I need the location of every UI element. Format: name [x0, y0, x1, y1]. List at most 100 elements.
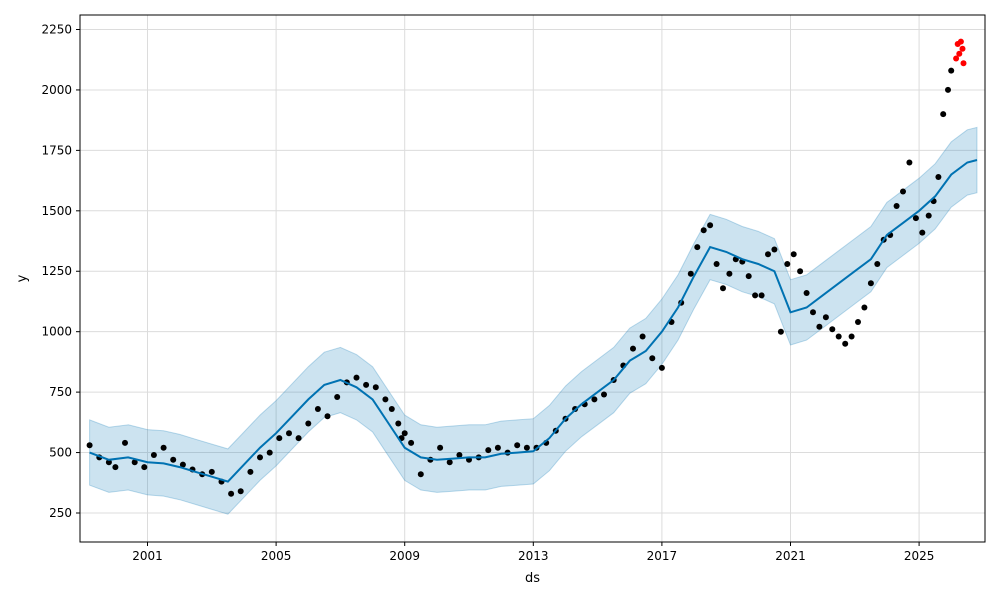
observed-point — [314, 406, 321, 412]
observed-point — [906, 159, 913, 166]
observed-point — [867, 280, 874, 287]
observed-point — [446, 459, 453, 466]
observed-point — [810, 309, 816, 316]
observed-point — [848, 333, 855, 340]
observed-point — [408, 439, 415, 446]
observed-point — [372, 384, 379, 391]
test-point — [960, 60, 967, 67]
observed-point — [417, 471, 424, 478]
observed-point — [777, 328, 784, 335]
x-tick-label: 2005 — [261, 549, 292, 563]
observed-point — [771, 246, 778, 253]
y-tick-label: 2000 — [41, 83, 72, 97]
observed-point — [658, 364, 665, 371]
observed-point — [401, 430, 408, 437]
x-tick-label: 2009 — [389, 549, 420, 563]
observed-point — [305, 420, 312, 427]
observed-point — [861, 304, 868, 311]
observed-point — [855, 319, 861, 325]
observed-point — [382, 396, 389, 403]
observed-point — [247, 468, 254, 475]
observed-point — [687, 270, 694, 277]
y-tick-label: 1500 — [41, 204, 72, 218]
observed-point — [179, 461, 186, 468]
observed-point — [208, 468, 215, 475]
observed-point — [266, 449, 273, 456]
observed-point — [324, 413, 331, 420]
x-tick-label: 2001 — [132, 549, 163, 563]
observed-point — [437, 444, 444, 451]
observed-point — [745, 273, 752, 280]
observed-point — [726, 270, 733, 277]
observed-point — [237, 488, 244, 495]
y-axis-label: y — [15, 274, 30, 282]
y-tick-label: 1000 — [41, 325, 72, 339]
y-tick-label: 500 — [49, 446, 72, 460]
observed-point — [105, 459, 112, 466]
observed-point — [112, 464, 119, 471]
test-points — [953, 38, 967, 67]
observed-point — [758, 292, 765, 299]
x-axis: 2001 2005 2009 2013 2017 2021 2025 — [132, 542, 934, 563]
test-point — [953, 55, 960, 62]
observed-point — [141, 464, 148, 471]
x-tick-label: 2021 — [775, 549, 806, 563]
plot-area — [79, 14, 986, 543]
observed-point — [790, 251, 797, 258]
y-tick-label: 2250 — [41, 23, 72, 37]
observed-point — [353, 374, 360, 381]
observed-point — [874, 261, 881, 267]
observed-point — [334, 394, 341, 400]
observed-point — [700, 227, 707, 234]
test-point — [957, 38, 964, 45]
observed-point — [122, 439, 128, 446]
observed-point — [639, 333, 646, 340]
observed-point — [919, 229, 926, 236]
y-tick-label: 1750 — [41, 143, 72, 157]
observed-point — [925, 212, 932, 219]
observed-point — [630, 345, 636, 352]
observed-point — [945, 86, 951, 93]
y-tick-label: 750 — [49, 385, 72, 399]
x-tick-label: 2017 — [647, 549, 678, 563]
observed-point — [649, 355, 656, 362]
forecast-line — [89, 159, 978, 483]
observed-point — [131, 459, 138, 466]
grid-lines — [80, 15, 985, 542]
x-axis-label: ds — [525, 571, 540, 586]
observed-point — [935, 174, 942, 180]
observed-point — [948, 67, 955, 74]
observed-point — [784, 261, 791, 267]
observed-point — [514, 442, 521, 449]
observed-point — [893, 203, 900, 209]
observed-point — [228, 490, 235, 497]
observed-point — [713, 261, 720, 267]
observed-point — [456, 452, 463, 458]
observed-point — [720, 285, 726, 292]
observed-point — [286, 430, 292, 437]
observed-point — [388, 406, 395, 412]
observed-point — [523, 444, 530, 451]
observed-point — [395, 420, 402, 427]
observed-point — [900, 188, 906, 195]
observed-point — [707, 222, 714, 229]
observed-point — [160, 444, 167, 451]
observed-point — [912, 215, 919, 222]
observed-point — [295, 435, 302, 442]
uncertainty-band — [89, 126, 978, 515]
observed-point — [940, 111, 947, 118]
y-axis: 250 500 750 1000 1250 1500 1750 2000 2250 — [41, 23, 80, 520]
observed-point — [835, 333, 842, 340]
observed-point — [816, 323, 823, 330]
observed-point — [822, 314, 829, 321]
y-tick-label: 1250 — [41, 264, 72, 278]
observed-point — [797, 268, 804, 275]
observed-point — [765, 251, 771, 258]
observed-point — [170, 456, 177, 463]
observed-point — [150, 452, 157, 458]
observed-point — [485, 447, 492, 454]
observed-point — [257, 454, 263, 461]
observed-point — [276, 435, 283, 442]
test-point — [956, 50, 963, 57]
